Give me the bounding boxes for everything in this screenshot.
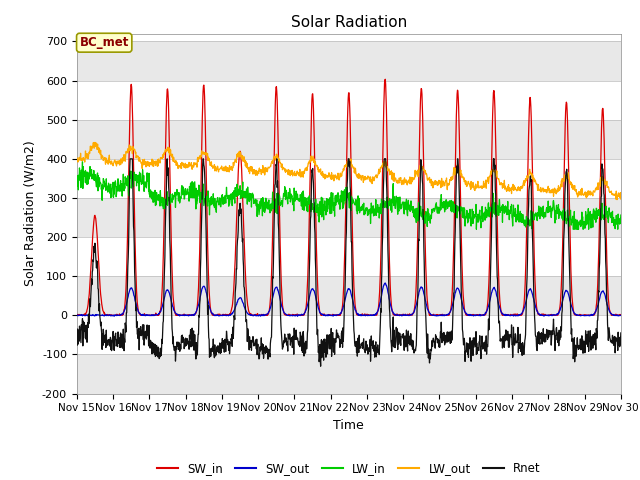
Bar — [77, 354, 621, 394]
Bar — [77, 276, 621, 315]
Y-axis label: Solar Radiation (W/m2): Solar Radiation (W/m2) — [24, 141, 36, 287]
Title: Solar Radiation: Solar Radiation — [291, 15, 407, 30]
Bar — [77, 120, 621, 159]
Text: BC_met: BC_met — [79, 36, 129, 49]
X-axis label: Time: Time — [333, 419, 364, 432]
Bar — [77, 198, 621, 237]
Bar — [77, 41, 621, 81]
Legend: SW_in, SW_out, LW_in, LW_out, Rnet: SW_in, SW_out, LW_in, LW_out, Rnet — [152, 457, 546, 480]
